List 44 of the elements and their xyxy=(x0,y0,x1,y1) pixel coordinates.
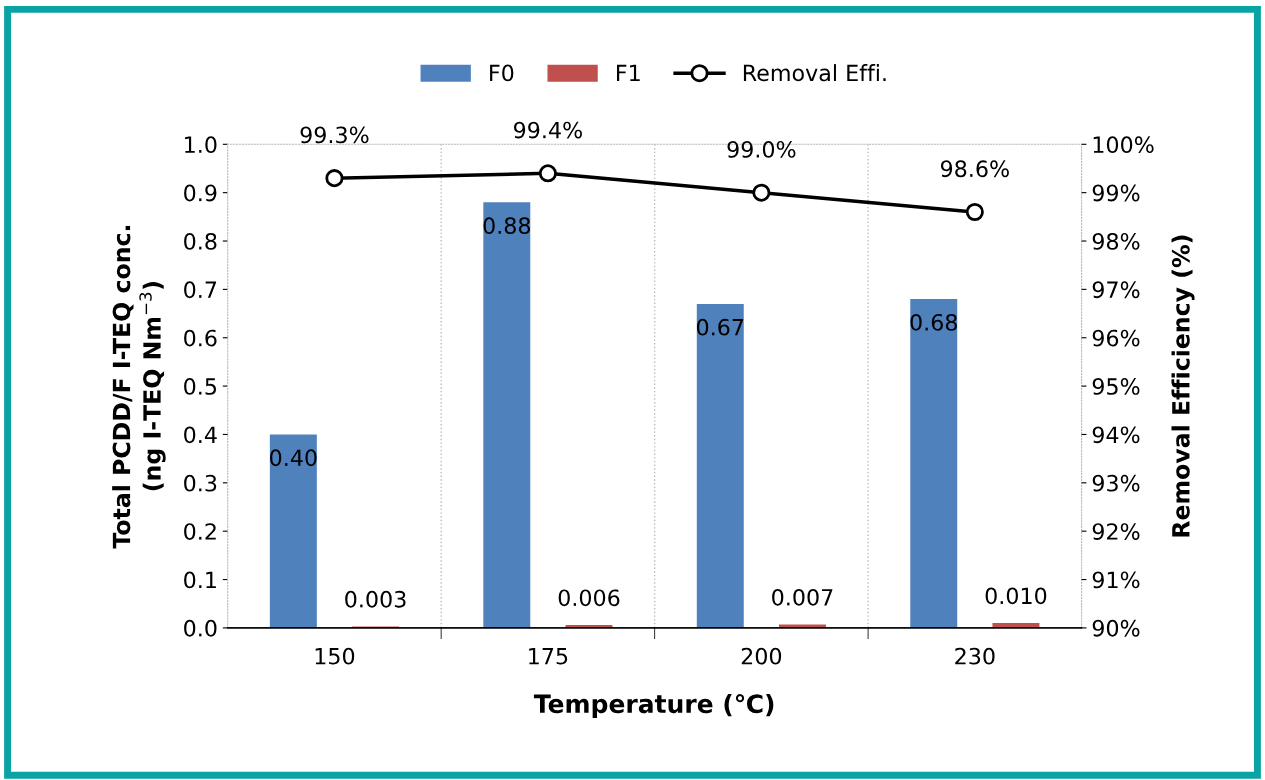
data-label: 99.0% xyxy=(727,140,796,158)
y2-tick-label: 92% xyxy=(1092,523,1140,540)
y-tick-label: 0.5 xyxy=(184,378,217,395)
data-label: 0.40 xyxy=(270,449,317,467)
y-tick-label: 0.4 xyxy=(184,426,217,444)
x-tick-label: 200 xyxy=(741,647,782,665)
y2-tick-label: 96% xyxy=(1092,329,1140,347)
data-label: 0.007 xyxy=(772,588,833,606)
data-label: 0.68 xyxy=(910,313,957,331)
y2-tick-label: 93% xyxy=(1092,474,1140,492)
y2-axis-title: Removal Efficiency (%) xyxy=(1171,235,1195,537)
y2-tick-label: 98% xyxy=(1092,232,1140,250)
y-tick-label: 0.9 xyxy=(184,184,217,202)
data-label: 99.3% xyxy=(300,126,369,144)
y-tick-label: 0.3 xyxy=(184,474,217,492)
x-axis-title: Temperature (℃) xyxy=(533,693,774,719)
x-tick-label: 150 xyxy=(315,647,355,665)
y-tick-label: 0.0 xyxy=(184,619,217,637)
y-tick-label: 0.8 xyxy=(184,232,217,250)
y-tick-label: 1.0 xyxy=(185,136,217,154)
data-label: 0.006 xyxy=(558,589,620,607)
legend-label: Removal Effi. xyxy=(743,64,886,82)
data-label: 98.6% xyxy=(940,160,1009,178)
y-tick-label: 0.2 xyxy=(184,523,216,540)
y-tick-label: 0.7 xyxy=(184,281,217,299)
data-label: 99.4% xyxy=(514,121,582,139)
legend-label: F1 xyxy=(617,64,640,81)
x-tick-label: 230 xyxy=(955,647,995,665)
y2-tick-label: 90% xyxy=(1092,619,1140,637)
legend-label: F0 xyxy=(490,64,514,82)
y2-tick-label: 97% xyxy=(1092,281,1140,299)
y-axis-title: Total PCDD/F I-TEQ conc. (ng I-TEQ Nm$^{−3}$) xyxy=(112,225,166,549)
y2-tick-label: 99% xyxy=(1092,184,1140,202)
y2-tick-label: 91% xyxy=(1092,571,1140,589)
y2-tick-label: 94% xyxy=(1092,426,1140,444)
y2-tick-label: 95% xyxy=(1092,378,1140,395)
y-tick-label: 0.1 xyxy=(184,571,216,589)
x-tick-label: 175 xyxy=(529,648,568,665)
data-label: 0.003 xyxy=(345,590,406,608)
y2-tick-label: 100% xyxy=(1093,136,1154,154)
data-label: 0.67 xyxy=(697,318,744,336)
data-label: 0.010 xyxy=(985,587,1047,605)
data-label: 0.88 xyxy=(483,217,531,235)
y-tick-label: 0.6 xyxy=(184,329,217,347)
